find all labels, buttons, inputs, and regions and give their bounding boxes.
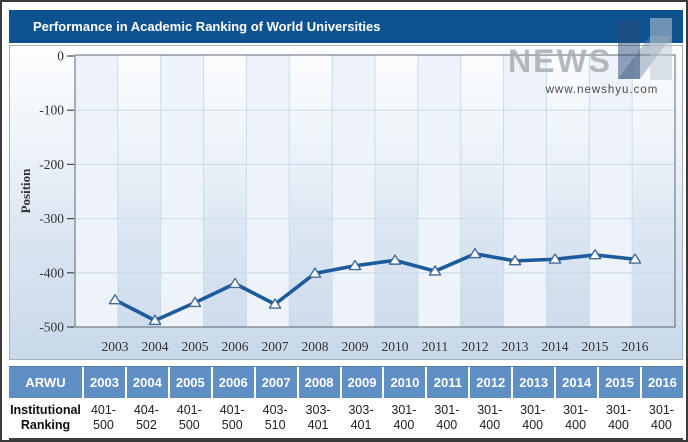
table-year-header: 2015 [597,367,640,398]
table-year-header: 2013 [511,367,554,398]
table-ranking-cell: 403- 510 [262,403,288,432]
table-year-header: 2005 [167,367,211,398]
table-body-row: Institutional Ranking 401- 500 404- 502 401-… [9,398,683,438]
table-year-header: 2016 [639,367,683,398]
table-ranking-cell: 301- 400 [477,403,503,432]
table-ranking-cell: 303- 401 [305,403,331,432]
table-ranking-cell: 401- 500 [219,403,245,432]
title-bar: Performance in Academic Ranking of World… [9,10,683,43]
table-year-header: 2014 [554,367,597,398]
table-corner-cell: ARWU [25,375,66,390]
table-ranking-cell: 301- 400 [520,403,546,432]
row-label-cell: Institutional Ranking [9,398,82,438]
table-ranking-cell: 301- 400 [648,403,674,432]
table-year-header: 2004 [124,367,168,398]
row-label-line2: Ranking [20,418,71,432]
news-watermark-wordmark: NEWS [508,43,612,79]
page-title: Performance in Academic Ranking of World… [33,19,381,34]
table-ranking-cell: 303- 401 [348,403,374,432]
row-label-line1: Institutional [10,403,81,417]
table-year-header: 2012 [468,367,511,398]
watermark-url: www.newshyu.com [545,84,659,96]
table-header-row: ARWU 2003 2004 2005 2006 2007 2008 2009 2010 201… [9,366,683,398]
table-year-header: 2007 [253,367,297,398]
table-year-header: 2006 [210,367,254,398]
h-left-bar [618,21,640,79]
ranking-table: ARWU 2003 2004 2005 2006 2007 2008 2009 2010 201… [9,366,683,440]
table-year-header: 2011 [425,367,468,398]
table-ranking-cell: 301- 400 [606,403,632,432]
y-axis-label: Position [18,168,33,214]
table-ranking-cell: 301- 400 [391,403,417,432]
table-ranking-cell: 301- 400 [434,403,460,432]
h-right-bar [650,18,672,80]
table-year-header: 2010 [382,367,425,398]
table-year-header: 2003 [82,367,125,398]
hanyang-h-icon [618,18,672,80]
table-ranking-cell: 404- 502 [133,403,159,432]
table-year-header: 2008 [296,367,340,398]
table-ranking-cell: 401- 500 [176,403,202,432]
table-ranking-cell: 301- 400 [563,403,589,432]
table-year-header: 2009 [339,367,383,398]
table-ranking-cell: 401- 500 [90,403,116,432]
